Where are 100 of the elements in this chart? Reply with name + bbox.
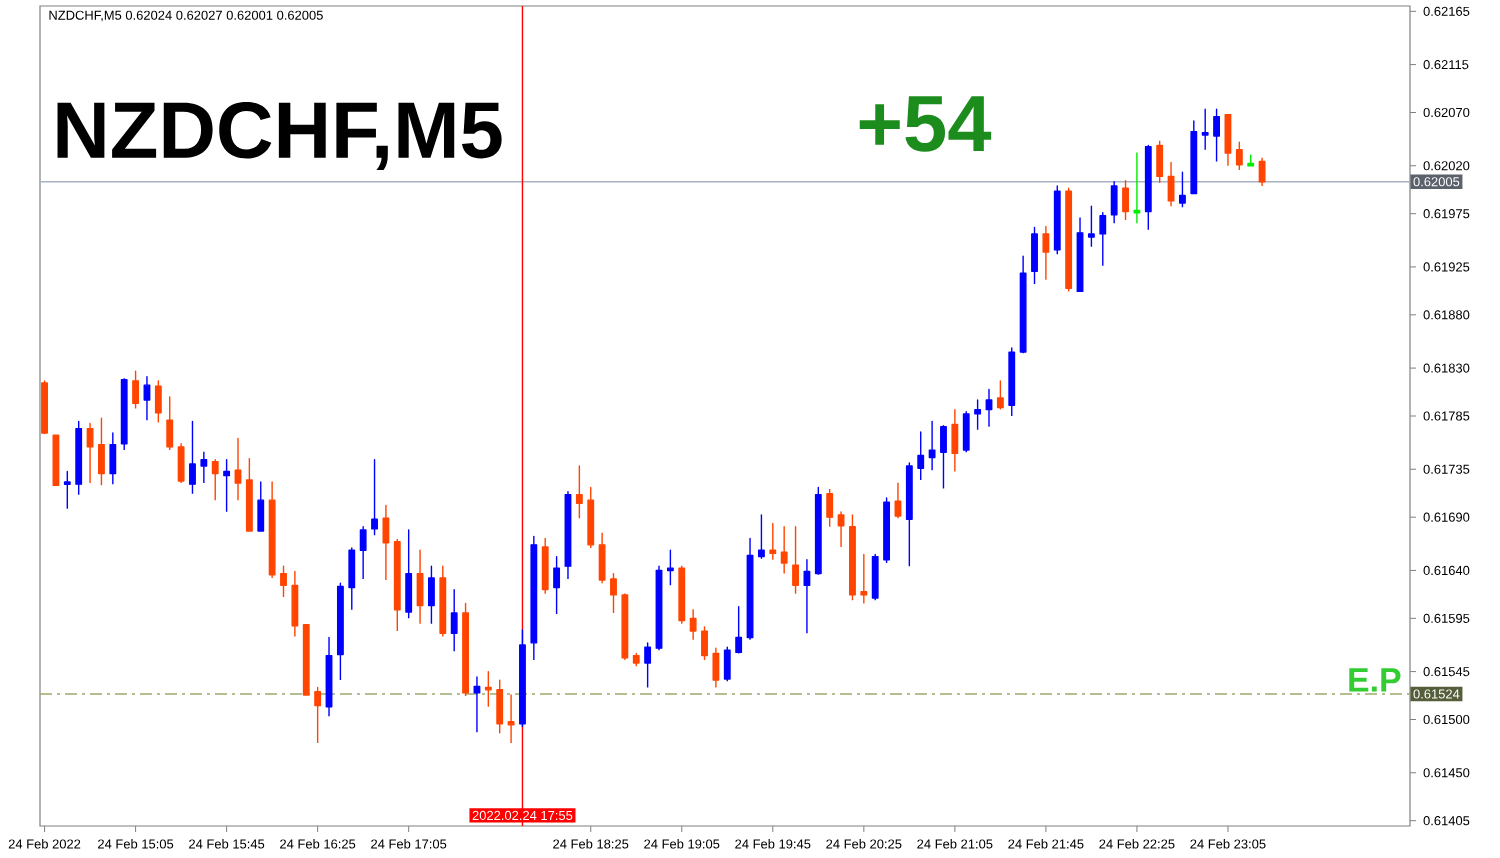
candlestick — [132, 370, 140, 410]
candlestick — [803, 559, 811, 634]
candlestick — [621, 593, 629, 661]
candlestick — [109, 432, 117, 485]
candlestick — [712, 647, 720, 689]
candlestick — [894, 482, 902, 519]
candlestick — [98, 417, 105, 486]
candlestick — [211, 458, 219, 501]
candlestick — [450, 588, 458, 653]
candlestick — [1201, 108, 1209, 151]
candlestick — [723, 646, 731, 682]
candlestick — [1247, 154, 1255, 167]
candlestick — [302, 624, 310, 696]
candlestick — [644, 642, 652, 689]
candlestick — [780, 526, 788, 575]
candlestick — [814, 486, 822, 576]
candlestick — [996, 380, 1004, 411]
candlestick — [519, 629, 526, 728]
candlestick — [1144, 144, 1152, 231]
candlestick — [1065, 187, 1073, 293]
candlestick — [735, 605, 743, 655]
candlestick — [1019, 255, 1027, 354]
candlestick — [837, 511, 845, 548]
candlestick — [1031, 226, 1038, 285]
candlestick — [1190, 120, 1198, 195]
candlestick — [962, 411, 970, 453]
candlestick — [678, 565, 686, 625]
candlestick — [792, 526, 799, 595]
candlestick — [314, 686, 322, 744]
candlestick — [951, 408, 959, 473]
candlestick — [1076, 217, 1084, 293]
candlestick — [200, 451, 208, 484]
candlestick — [610, 572, 617, 614]
candlestick — [905, 462, 913, 567]
candlestick — [553, 555, 561, 615]
candlestick — [1235, 141, 1243, 171]
candlestick — [280, 565, 287, 598]
candlestick — [860, 553, 868, 605]
candlestick — [598, 532, 606, 584]
candlestick — [1042, 225, 1050, 281]
candlestick — [1133, 152, 1141, 224]
candlestick — [1167, 161, 1175, 207]
candlestick — [41, 380, 48, 435]
candlestick — [1224, 113, 1232, 167]
candlestick — [632, 652, 640, 667]
candlestick — [348, 547, 356, 611]
candlestick — [1008, 347, 1016, 417]
candlestick — [393, 538, 401, 632]
candlestick — [257, 481, 265, 532]
candlestick — [86, 422, 94, 484]
candlestick — [291, 570, 299, 638]
candlestick — [883, 497, 891, 564]
candlestick — [234, 437, 242, 501]
annotation: +54 — [859, 96, 992, 152]
candlestick — [530, 535, 538, 661]
candlestick — [359, 526, 367, 580]
candlestick — [541, 537, 549, 595]
candlestick — [496, 679, 504, 735]
candlestick — [416, 549, 424, 625]
candlestick — [1053, 185, 1061, 255]
candlestick — [1099, 211, 1107, 267]
candlestick — [985, 388, 993, 428]
candlestick — [143, 375, 151, 421]
candlestick — [382, 504, 390, 581]
candlestick — [689, 609, 697, 641]
candlestick — [120, 378, 128, 451]
candlestick — [75, 420, 83, 496]
candlestick — [746, 537, 754, 641]
candlestick — [439, 565, 447, 638]
candlestick — [507, 694, 515, 744]
candlestick — [462, 602, 469, 697]
candlestick — [405, 529, 413, 620]
candlestick — [1122, 179, 1129, 221]
candlestick — [1258, 157, 1266, 187]
candlestick — [917, 431, 925, 481]
candlestick — [849, 514, 856, 601]
candlestick — [177, 443, 185, 484]
candlestick — [154, 380, 162, 424]
candlestick — [974, 399, 982, 431]
candlestick — [701, 626, 708, 661]
candlestick — [940, 424, 947, 490]
candlestick — [826, 488, 834, 528]
text: NZDCHF,M5 — [57, 101, 502, 170]
candlestick — [928, 420, 936, 472]
candlestick — [1156, 140, 1164, 184]
candlestick — [587, 486, 595, 549]
candlestick — [189, 420, 196, 495]
annotation: E.P — [1349, 668, 1401, 692]
candlestick — [1213, 108, 1220, 163]
candlestick — [268, 481, 276, 579]
candlestick — [325, 636, 333, 718]
candlestick — [336, 582, 344, 681]
candlestick — [871, 553, 879, 601]
candlestick — [564, 490, 572, 580]
candlestick — [166, 396, 174, 451]
candlestick — [473, 676, 481, 733]
candlestick — [1179, 171, 1186, 208]
candlestick — [245, 457, 253, 532]
candlestick — [1110, 181, 1118, 224]
candlestick — [428, 565, 435, 625]
